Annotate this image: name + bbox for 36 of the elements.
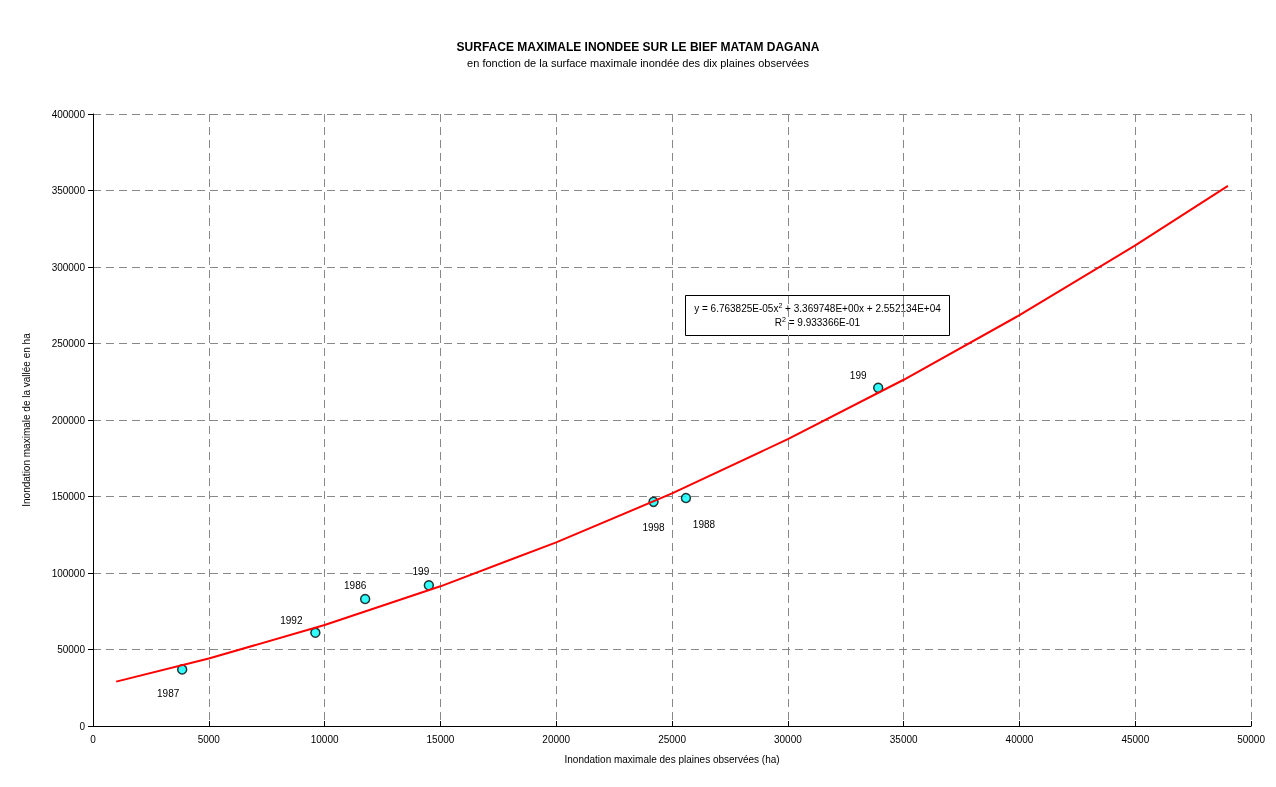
line-series <box>115 184 1229 683</box>
x-tick-label: 40000 <box>1005 733 1034 745</box>
x-axis-title: Inondation maximale des plaines observées (ha) <box>564 753 780 765</box>
x-tick-label: 30000 <box>773 733 803 745</box>
annotation: 1992 <box>280 615 303 627</box>
x-tick-label: 5000 <box>197 733 221 745</box>
point <box>680 492 692 504</box>
annotation: 199 <box>412 565 430 577</box>
annotation: 199 <box>849 370 867 382</box>
annotation: 1986 <box>344 579 367 591</box>
x-tick-label: 45000 <box>1121 733 1150 745</box>
x-tick-label: 10000 <box>310 733 339 745</box>
chart-subtitle: en fonction de la surface maximale inondée des dix plaines observées <box>467 56 810 69</box>
point <box>423 579 435 591</box>
x-tick-label: 50000 <box>1237 733 1266 745</box>
y-tick-label: 400000 <box>51 108 86 120</box>
chart-title: SURFACE MAXIMALE INONDEE SUR LE BIEF MATAM DAGANA <box>456 40 820 54</box>
y-tick-label: 0 <box>79 720 86 732</box>
y-tick-label: 50000 <box>57 644 86 655</box>
annotation: 1987 <box>157 687 180 699</box>
x-tick-label: 25000 <box>658 733 687 745</box>
annotation: 1998 <box>642 522 666 534</box>
y-tick-label: 250000 <box>51 338 86 349</box>
y-tick-label: 350000 <box>51 185 86 196</box>
x-tick-label: 20000 <box>542 733 571 745</box>
annotation: 1988 <box>692 518 716 530</box>
x-tick-label: 0 <box>90 733 97 745</box>
y-tick-label: 100000 <box>51 567 86 579</box>
y-tick-label: 300000 <box>51 261 86 273</box>
x-tick-label: 35000 <box>889 733 919 745</box>
y-tick-label: 200000 <box>51 414 86 426</box>
x-tick-label: 15000 <box>426 733 455 745</box>
y-tick-label: 150000 <box>51 491 86 502</box>
y-axis-title: Inondation maximale de la vallée en ha <box>20 332 32 507</box>
point <box>359 593 371 605</box>
point <box>310 627 321 638</box>
